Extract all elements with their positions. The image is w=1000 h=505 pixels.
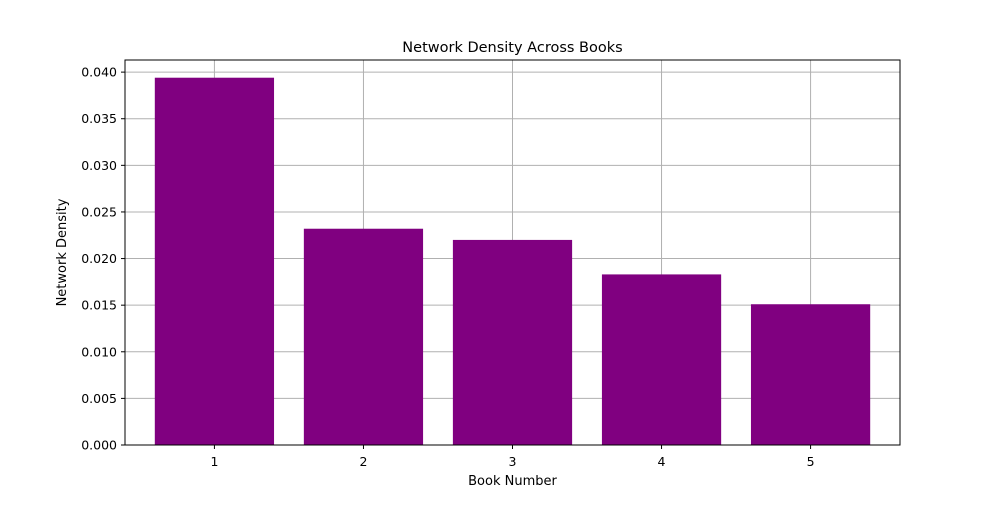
bars [154, 77, 871, 446]
y-tick-label: 0.010 [81, 344, 117, 359]
y-tick-label: 0.015 [81, 298, 117, 313]
y-axis-label: Network Density [55, 198, 70, 306]
bar [601, 274, 722, 445]
y-tick-label: 0.000 [81, 438, 117, 453]
chart-title: Network Density Across Books [402, 40, 622, 56]
y-tick-label: 0.005 [81, 391, 117, 406]
y-tick-label: 0.040 [81, 65, 117, 80]
y-tick-label: 0.020 [81, 251, 117, 266]
y-axis: 0.000 0.005 0.010 0.015 0.020 0.025 0.030 0.035… [81, 65, 125, 453]
x-tick-label: 1 [210, 454, 218, 469]
x-tick-label: 4 [658, 454, 666, 469]
x-tick-label: 5 [807, 454, 815, 469]
x-axis: 1 2 3 4 5 [210, 445, 815, 469]
y-tick-label: 0.030 [81, 158, 117, 173]
x-tick-label: 2 [359, 454, 367, 469]
y-tick-label: 0.025 [81, 204, 117, 219]
bar [154, 77, 275, 446]
bar [303, 228, 424, 445]
y-tick-label: 0.035 [81, 111, 117, 126]
bar [452, 239, 573, 445]
x-axis-label: Book Number [468, 474, 557, 489]
x-tick-label: 3 [509, 454, 517, 469]
bar [750, 304, 871, 445]
